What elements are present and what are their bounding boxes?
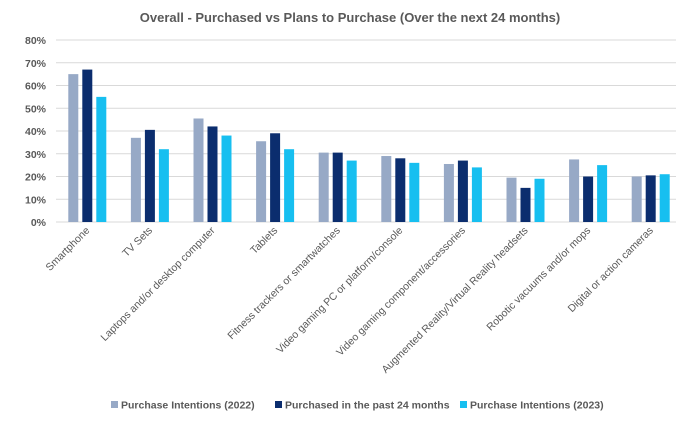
bar-group <box>443 160 482 222</box>
x-category-label: Tablets <box>248 225 280 257</box>
bar-group <box>68 69 107 222</box>
x-category-label: Video gaming component/accessories <box>334 225 468 359</box>
y-tick-label: 10% <box>25 194 47 206</box>
bar <box>409 162 420 222</box>
bar <box>82 69 93 222</box>
bar-group <box>381 156 420 222</box>
bar <box>471 167 482 222</box>
bar <box>332 152 343 222</box>
bar <box>583 176 594 222</box>
bar-group <box>256 133 295 222</box>
x-category-label: Robotic vacuums and/or mops <box>484 225 593 334</box>
y-tick-label: 20% <box>25 172 47 184</box>
x-category-label: TV Sets <box>120 225 155 260</box>
bar <box>158 149 169 222</box>
bar <box>631 176 642 222</box>
bar <box>381 156 392 222</box>
x-category-label: Fitness trackers or smartwatches <box>225 225 342 342</box>
bar <box>207 126 218 222</box>
bar <box>193 118 204 222</box>
bar <box>144 129 155 222</box>
bar <box>270 133 281 222</box>
legend-item: Purchased in the past 24 months <box>275 400 450 412</box>
y-tick-label: 80% <box>25 35 47 47</box>
bar <box>96 96 107 222</box>
legend-swatch <box>275 401 282 408</box>
bar <box>443 163 454 222</box>
y-tick-label: 40% <box>25 126 47 138</box>
bar <box>534 178 545 222</box>
bar <box>395 158 406 222</box>
legend-swatch <box>460 401 467 408</box>
legend-label: Purchase Intentions (2023) <box>470 400 604 412</box>
bar-group <box>130 129 169 222</box>
bar-group <box>193 118 232 222</box>
y-tick-label: 30% <box>25 149 47 161</box>
y-axis-tick-labels: 0% 10% 20% 30% 40% 50% 60% 70% 80% <box>25 35 47 229</box>
bar <box>659 174 670 222</box>
y-tick-label: 50% <box>25 103 47 115</box>
chart-title: Overall - Purchased vs Plans to Purchase… <box>140 10 560 25</box>
bar <box>597 165 608 222</box>
x-category-label: Video gaming PC or platform/console <box>274 225 405 356</box>
x-category-label: Laptops and/or desktop computer <box>99 224 218 343</box>
bar <box>346 160 357 222</box>
bar <box>457 160 468 222</box>
legend-label: Purchased in the past 24 months <box>285 400 450 412</box>
y-tick-label: 70% <box>25 58 47 70</box>
bar-group <box>569 159 608 222</box>
bar <box>256 141 267 222</box>
legend-swatch <box>111 401 118 408</box>
bar <box>569 159 580 222</box>
bar-group <box>631 174 670 222</box>
bar <box>645 175 656 222</box>
bar <box>130 137 141 222</box>
legend-item: Purchase Intentions (2023) <box>460 400 604 412</box>
legend-label: Purchase Intentions (2022) <box>121 400 255 412</box>
bars <box>68 69 670 222</box>
legend: Purchase Intentions (2022) Purchased in t… <box>111 400 604 412</box>
y-tick-label: 0% <box>31 217 47 229</box>
y-tick-label: 60% <box>25 81 47 93</box>
bar-group <box>506 177 545 222</box>
legend-item: Purchase Intentions (2022) <box>111 400 255 412</box>
bar <box>520 187 531 222</box>
x-category-label: Smartphone <box>43 225 92 274</box>
bar <box>506 177 517 222</box>
bar <box>68 74 79 222</box>
bar <box>221 135 232 222</box>
bar-group <box>318 152 357 222</box>
bar <box>318 152 329 222</box>
bar <box>284 149 295 222</box>
